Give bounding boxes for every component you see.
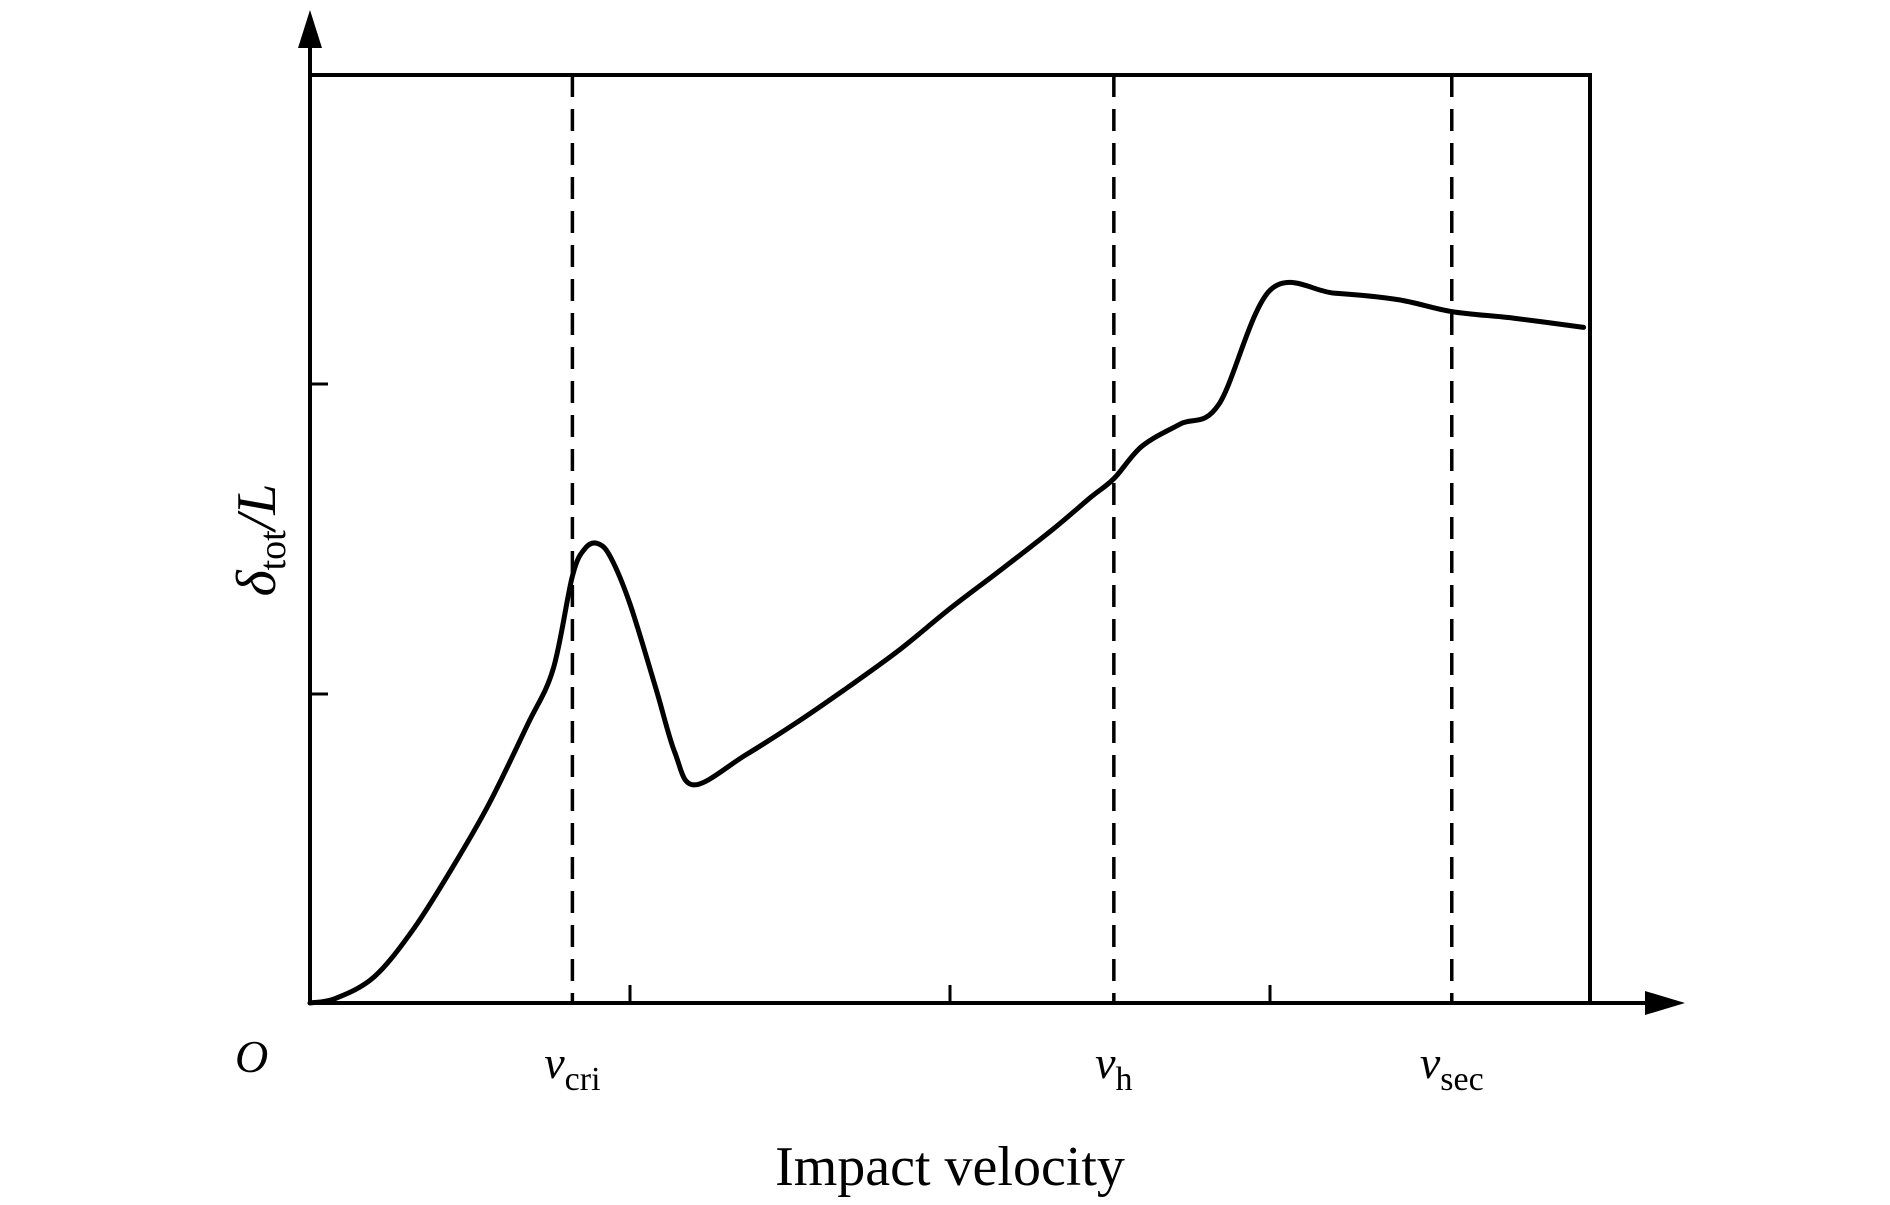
reference-label-h: vh xyxy=(1095,1037,1132,1098)
y-axis-title-suffix: /L xyxy=(226,484,288,534)
x-axis-title: Impact velocity xyxy=(775,1136,1125,1198)
y-ticks xyxy=(310,382,328,696)
reference-label-subscript: sec xyxy=(1440,1061,1483,1098)
reference-label-subscript: cri xyxy=(565,1061,601,1098)
x-axis-arrowhead xyxy=(1645,991,1685,1015)
reference-lines xyxy=(570,75,1454,1003)
reference-label-sec: vsec xyxy=(1420,1037,1484,1098)
reference-label-subscript: h xyxy=(1116,1061,1133,1098)
x-ticks xyxy=(628,985,1272,1003)
reference-label-cri: vcri xyxy=(544,1037,600,1098)
y-axis-arrowhead xyxy=(298,10,322,48)
y-axis-title-symbol: δ xyxy=(226,569,288,596)
y-axis-title: δtot/L xyxy=(226,484,294,597)
y-axis-title-subscript: tot xyxy=(252,530,294,571)
reference-label-symbol: v xyxy=(1095,1037,1116,1088)
origin-label: O xyxy=(235,1031,268,1082)
reference-label-symbol: v xyxy=(544,1037,565,1088)
reference-label-symbol: v xyxy=(1420,1037,1441,1088)
reference-labels: vcri vh vsec xyxy=(544,1037,1483,1098)
plot-frame xyxy=(308,73,1592,1005)
series-line xyxy=(307,279,1587,1006)
